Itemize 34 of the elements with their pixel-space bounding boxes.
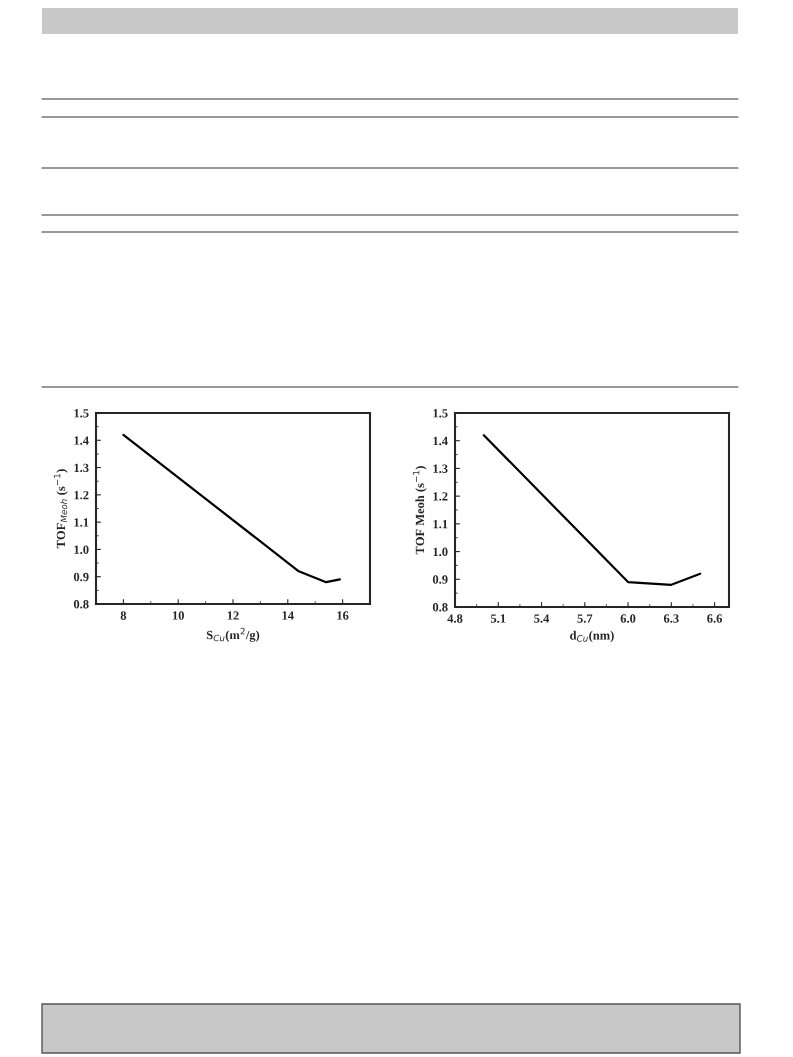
x-tick-label: 8	[120, 611, 127, 620]
x-tick-label: 5.7	[577, 614, 593, 623]
x-axis-title: S$_{Cu}$(m$^{2}$/g)	[206, 627, 260, 642]
y-tick-label: 1.2	[433, 492, 448, 501]
y-tick-label: 1.0	[74, 545, 89, 554]
y-tick-label: 0.9	[73, 572, 89, 582]
x-tick-label: 6.0	[620, 614, 636, 623]
y-tick-label: 0.9	[432, 575, 448, 584]
y-tick-label: 1.0	[433, 547, 448, 557]
y-tick-label: 1.3	[74, 463, 89, 473]
y-tick-label: 1.5	[74, 409, 89, 418]
y-tick-label: 1.2	[74, 490, 89, 500]
y-tick-label: 1.3	[433, 464, 448, 473]
y-tick-label: 1.1	[74, 518, 89, 527]
y-tick-label: 1.1	[433, 519, 448, 529]
x-tick-label: 6.3	[663, 614, 679, 623]
y-axis-title: TOF$_{Meoh}$ (s$^{−1}$)	[53, 469, 68, 549]
x-tick-label: 16	[337, 611, 349, 620]
x-tick-label: 5.1	[490, 614, 506, 623]
x-axis-title: d$_{Cu}$(nm)	[570, 630, 614, 643]
x-tick-label: 5.4	[534, 614, 550, 623]
x-tick-label: 14	[282, 611, 294, 620]
x-tick-label: 6.6	[707, 614, 723, 623]
x-tick-label: 4.8	[447, 614, 463, 623]
y-tick-label: 1.4	[433, 436, 448, 446]
x-tick-label: 10	[172, 611, 184, 620]
y-tick-label: 0.8	[432, 603, 448, 612]
y-tick-label: 0.8	[73, 600, 89, 609]
y-tick-label: 1.5	[433, 409, 448, 418]
y-tick-label: 1.4	[74, 436, 89, 445]
x-tick-label: 12	[227, 611, 239, 620]
line-series	[122, 433, 341, 584]
y-axis-title: TOF Meoh (s$^{−1}$)	[412, 466, 427, 555]
line-series	[482, 434, 702, 586]
